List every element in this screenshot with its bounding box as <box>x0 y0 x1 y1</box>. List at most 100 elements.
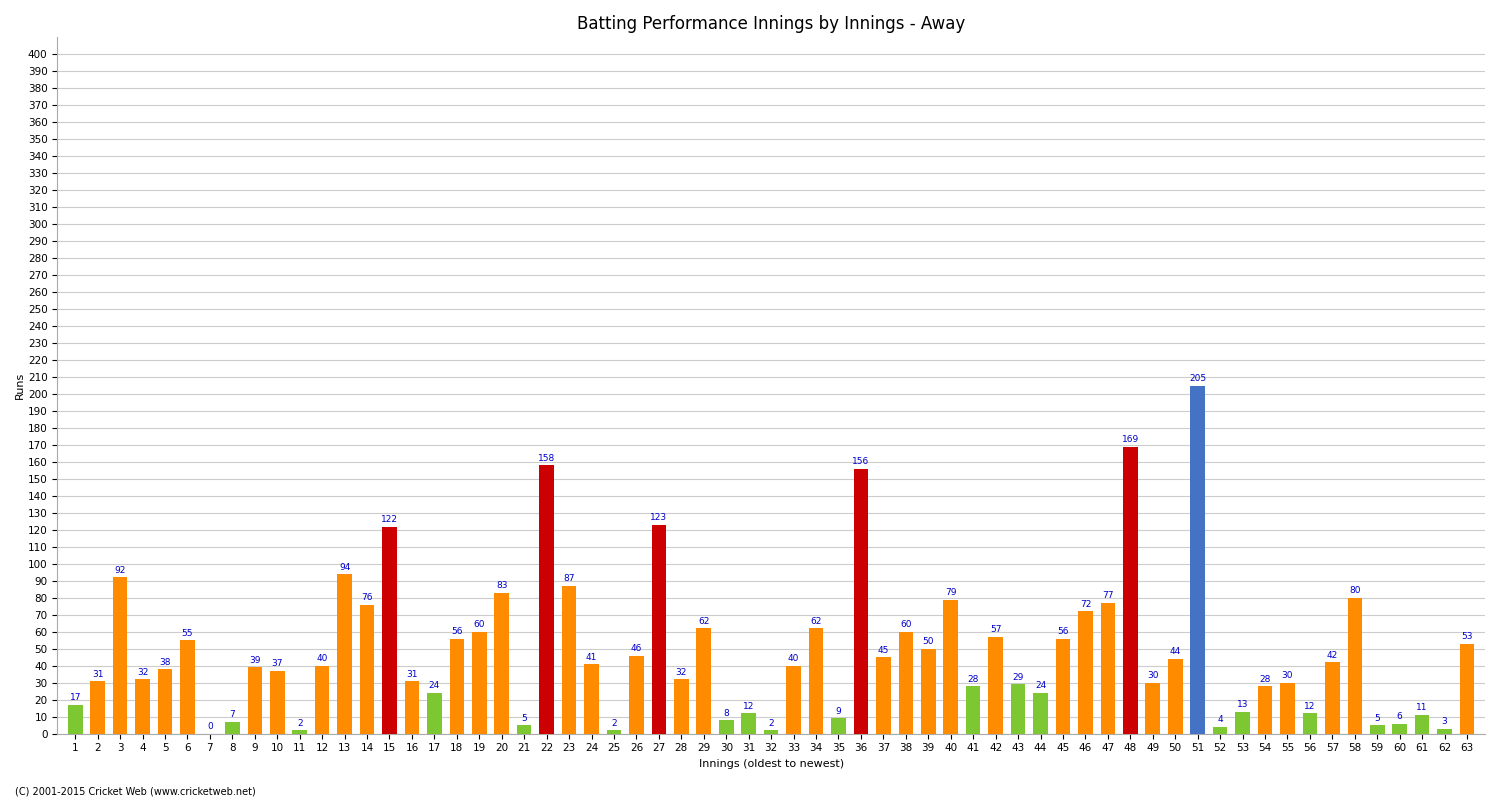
Text: 57: 57 <box>990 626 1002 634</box>
Bar <box>405 681 418 734</box>
Bar <box>248 667 262 734</box>
Bar <box>1347 598 1362 734</box>
Text: 158: 158 <box>538 454 555 463</box>
Text: 72: 72 <box>1080 600 1090 609</box>
Bar <box>1302 714 1317 734</box>
Bar <box>1056 638 1071 734</box>
Text: 62: 62 <box>810 617 822 626</box>
Bar <box>158 669 172 734</box>
Text: 12: 12 <box>742 702 754 710</box>
Bar <box>1078 611 1092 734</box>
Text: 40: 40 <box>788 654 800 663</box>
Text: 123: 123 <box>651 514 668 522</box>
Text: 169: 169 <box>1122 435 1138 444</box>
Bar <box>1280 682 1294 734</box>
Text: (C) 2001-2015 Cricket Web (www.cricketweb.net): (C) 2001-2015 Cricket Web (www.cricketwe… <box>15 786 255 796</box>
Bar <box>1324 662 1340 734</box>
Text: 31: 31 <box>92 670 104 678</box>
Bar <box>495 593 508 734</box>
Text: 87: 87 <box>564 574 574 583</box>
Text: 6: 6 <box>1396 712 1402 721</box>
Bar <box>944 599 958 734</box>
Text: 42: 42 <box>1326 651 1338 660</box>
Text: 2: 2 <box>297 718 303 728</box>
Bar <box>450 638 464 734</box>
Bar <box>584 664 598 734</box>
Text: 28: 28 <box>968 674 980 684</box>
Text: 5: 5 <box>1374 714 1380 722</box>
Bar <box>831 718 846 734</box>
Bar <box>876 658 891 734</box>
Text: 56: 56 <box>452 627 462 636</box>
Text: 62: 62 <box>698 617 709 626</box>
Text: 39: 39 <box>249 656 261 665</box>
Bar <box>518 726 531 734</box>
Bar <box>1437 729 1452 734</box>
Bar <box>786 666 801 734</box>
Bar <box>741 714 756 734</box>
Text: 24: 24 <box>429 682 439 690</box>
Text: 76: 76 <box>362 593 374 602</box>
Text: 11: 11 <box>1416 703 1428 713</box>
Bar <box>1460 644 1474 734</box>
Bar <box>112 578 128 734</box>
Bar <box>1236 712 1250 734</box>
Text: 50: 50 <box>922 638 934 646</box>
Bar <box>966 686 981 734</box>
Bar <box>180 640 195 734</box>
Text: 55: 55 <box>182 629 194 638</box>
Bar <box>315 666 330 734</box>
Text: 2: 2 <box>610 718 616 728</box>
Text: 5: 5 <box>522 714 526 722</box>
Bar <box>135 679 150 734</box>
Bar <box>1034 693 1048 734</box>
Text: 4: 4 <box>1218 715 1222 724</box>
Bar <box>1191 386 1204 734</box>
Text: 44: 44 <box>1170 647 1180 657</box>
Text: 45: 45 <box>878 646 890 654</box>
Bar <box>808 629 824 734</box>
Text: 8: 8 <box>723 709 729 718</box>
Text: 46: 46 <box>630 644 642 653</box>
Text: 0: 0 <box>207 722 213 731</box>
Bar <box>338 574 352 734</box>
Text: 56: 56 <box>1058 627 1068 636</box>
Bar <box>853 469 868 734</box>
Text: 60: 60 <box>900 620 912 630</box>
Text: 32: 32 <box>136 668 148 677</box>
Text: 2: 2 <box>768 718 774 728</box>
Text: 94: 94 <box>339 562 351 571</box>
Bar <box>764 730 778 734</box>
Text: 30: 30 <box>1148 671 1158 680</box>
Bar <box>1214 727 1227 734</box>
Text: 24: 24 <box>1035 682 1046 690</box>
Text: 79: 79 <box>945 588 957 597</box>
Text: 32: 32 <box>675 668 687 677</box>
Text: 30: 30 <box>1281 671 1293 680</box>
Bar <box>651 525 666 734</box>
Bar <box>562 586 576 734</box>
Bar <box>921 649 936 734</box>
Text: 13: 13 <box>1238 700 1248 709</box>
Bar <box>360 605 375 734</box>
Text: 156: 156 <box>852 458 870 466</box>
Text: 31: 31 <box>406 670 417 678</box>
Text: 40: 40 <box>316 654 328 663</box>
Bar <box>225 722 240 734</box>
Title: Batting Performance Innings by Innings - Away: Batting Performance Innings by Innings -… <box>578 15 966 33</box>
Text: 77: 77 <box>1102 591 1113 600</box>
Text: 17: 17 <box>69 694 81 702</box>
Bar <box>628 655 644 734</box>
X-axis label: Innings (oldest to newest): Innings (oldest to newest) <box>699 759 843 769</box>
Text: 205: 205 <box>1190 374 1206 383</box>
Text: 83: 83 <box>496 581 507 590</box>
Bar <box>1370 726 1384 734</box>
Bar <box>68 705 82 734</box>
Bar <box>898 632 914 734</box>
Bar <box>606 730 621 734</box>
Text: 60: 60 <box>474 620 484 630</box>
Bar <box>540 466 554 734</box>
Text: 29: 29 <box>1013 673 1025 682</box>
Bar <box>270 671 285 734</box>
Bar <box>1392 723 1407 734</box>
